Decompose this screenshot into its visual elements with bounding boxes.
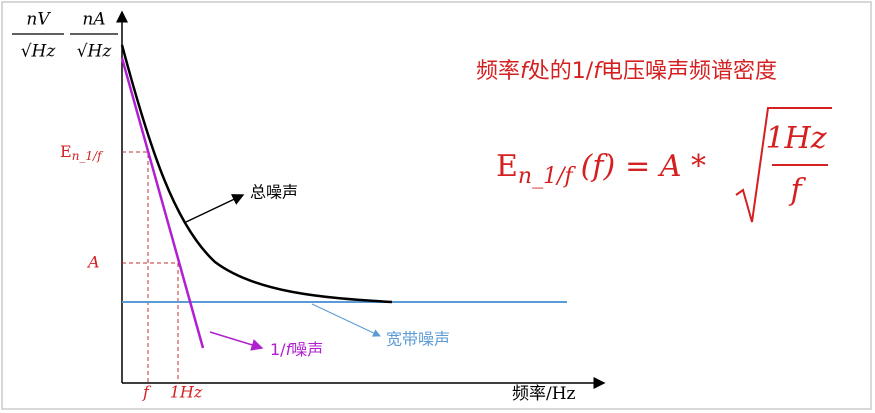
label-part: f xyxy=(286,340,294,359)
x-mark: 1Hz xyxy=(170,383,203,402)
wideband-label: 宽带噪声 xyxy=(386,330,450,349)
arrow xyxy=(311,303,381,337)
unit-num: nA xyxy=(82,10,105,30)
y-mark: En_1/f xyxy=(60,142,104,163)
y-mark: A xyxy=(86,253,100,272)
title-part: 电压噪声频谱密度 xyxy=(601,59,777,84)
title-part: f xyxy=(593,59,604,84)
mark-base: E xyxy=(60,142,72,161)
formula-eq: = A * xyxy=(625,149,706,184)
radical xyxy=(735,107,832,223)
total-noise-label: 总噪声 xyxy=(250,183,298,202)
formula-sub: n_1/f xyxy=(518,164,577,189)
label-part: 频率 xyxy=(512,384,546,404)
total-noise-curve xyxy=(120,44,393,304)
title-part: 频率 xyxy=(476,59,520,84)
arrow xyxy=(209,331,264,351)
label-part: 噪声 xyxy=(291,340,323,359)
title-part: 处的1/ xyxy=(528,59,594,84)
unit-den: √Hz xyxy=(77,42,113,62)
one-over-f-label: 1/f噪声 xyxy=(270,340,323,359)
formula-base: E xyxy=(496,149,518,184)
x-axis-label: 频率/Hz xyxy=(512,384,576,405)
label-part: /Hz xyxy=(546,384,576,404)
arrow xyxy=(185,194,245,223)
formula-lhs: En_1/f (f) = A * xyxy=(496,149,706,189)
one-over-f-line xyxy=(120,57,205,349)
mark-sub: n_1/f xyxy=(72,149,104,163)
x-mark: f xyxy=(142,383,152,402)
unit-den: √Hz xyxy=(21,42,57,62)
title: 频率f处的1/f电压噪声频谱密度 xyxy=(476,59,777,84)
formula-numerator: 1Hz xyxy=(765,121,826,156)
label-part: 1/ xyxy=(270,340,286,359)
unit-num: nV xyxy=(26,10,51,30)
formula-arg: (f) xyxy=(581,149,616,184)
title-part: f xyxy=(520,59,531,84)
